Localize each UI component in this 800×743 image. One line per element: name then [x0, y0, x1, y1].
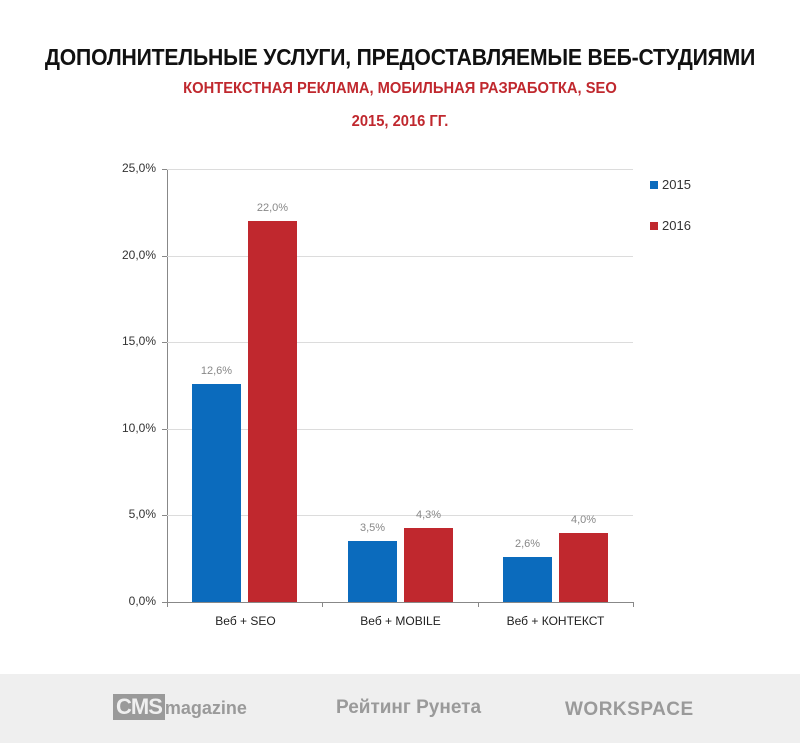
cms-magazine-logo: CMS magazine [113, 694, 247, 720]
legend-swatch-icon [650, 180, 658, 189]
x-axis [167, 602, 634, 603]
bar-2016-0 [248, 221, 297, 602]
y-axis [167, 169, 168, 603]
bar-2016-1 [404, 528, 453, 602]
x-tick [167, 602, 168, 607]
y-tick-label: 10,0% [121, 421, 156, 435]
workspace-logo: WORKSPACE [565, 699, 694, 720]
y-tick-label: 15,0% [121, 334, 156, 348]
x-tick [478, 602, 479, 607]
gridline [167, 515, 633, 516]
x-category-label: Веб + MOBILE [360, 614, 441, 628]
gridline [167, 256, 633, 257]
bar-value-label: 12,6% [200, 365, 233, 377]
chart-years: 2015, 2016 ГГ. [351, 113, 449, 130]
y-tick-label: 25,0% [121, 161, 156, 175]
gridline [167, 342, 633, 343]
x-tick [633, 602, 634, 607]
bar-2015-1 [348, 541, 397, 602]
y-tick [162, 429, 167, 430]
gridline [167, 429, 633, 430]
y-tick-label: 20,0% [121, 248, 156, 262]
bar-value-label: 3,5% [359, 522, 386, 534]
gridline [167, 169, 633, 170]
y-tick-label: 5,0% [128, 507, 156, 521]
bar-2016-2 [559, 533, 608, 602]
y-tick [162, 602, 167, 603]
bar-value-label: 2,6% [514, 538, 541, 550]
bar-value-label: 4,0% [570, 514, 597, 526]
y-tick [162, 515, 167, 516]
y-tick [162, 169, 167, 170]
cms-magazine-text: magazine [164, 698, 247, 718]
bar-2015-2 [503, 557, 552, 602]
y-tick [162, 342, 167, 343]
x-category-label: Веб + SEO [215, 614, 276, 628]
cms-box: CMS [113, 694, 165, 720]
legend-item-2015: 2015 [650, 177, 691, 192]
legend-label: 2016 [662, 218, 691, 233]
footer-logos: CMS magazine Рейтинг Рунета WORKSPACE [0, 674, 800, 743]
x-category-label: Веб + КОНТЕКСТ [506, 614, 605, 628]
rating-runeta-logo: Рейтинг Рунета [336, 697, 482, 718]
legend-label: 2015 [662, 177, 691, 192]
y-tick-label: 0,0% [128, 594, 156, 608]
bar-chart: 0,0% 5,0% 10,0% 15,0% 20,0% 25,0% 12,6% 22,0% Ве… [121, 161, 634, 628]
chart-subtitle: КОНТЕКСТНАЯ РЕКЛАМА, МОБИЛЬНАЯ РАЗРАБОТК… [183, 80, 617, 97]
legend-swatch-icon [650, 221, 658, 230]
legend-item-2016: 2016 [650, 218, 691, 233]
bar-value-label: 22,0% [256, 202, 289, 214]
bar-2015-0 [192, 384, 241, 602]
x-tick [322, 602, 323, 607]
y-tick [162, 256, 167, 257]
bar-value-label: 4,3% [415, 509, 442, 521]
chart-title: ДОПОЛНИТЕЛЬНЫЕ УСЛУГИ, ПРЕДОСТАВЛЯЕМЫЕ В… [44, 44, 756, 70]
